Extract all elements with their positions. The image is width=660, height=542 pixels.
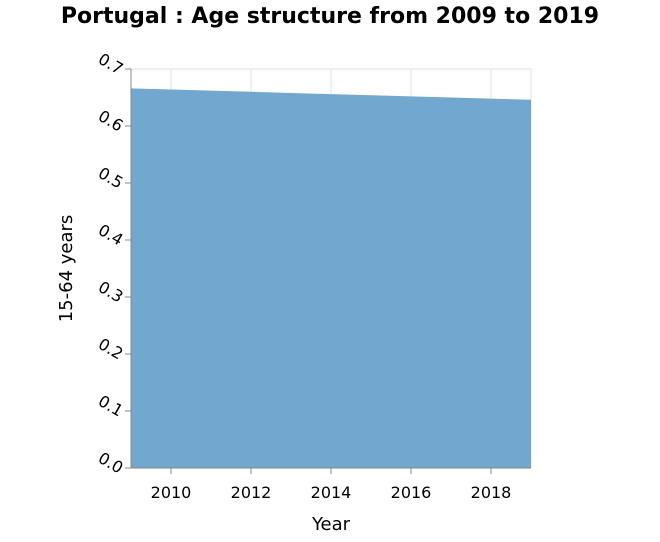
y-tick-label: 0.0	[95, 448, 127, 477]
y-tick-label: 0.4	[95, 220, 127, 249]
x-tick-label: 2012	[231, 483, 272, 502]
chart-title: Portugal : Age structure from 2009 to 20…	[60, 4, 600, 29]
y-axis-label: 15-64 years	[56, 215, 77, 323]
x-tick-label: 2014	[311, 483, 352, 502]
y-tick-label: 0.3	[95, 277, 127, 306]
y-tick-label: 0.7	[95, 49, 127, 78]
x-tick-label: 2010	[151, 483, 192, 502]
x-tick-label: 2016	[391, 483, 432, 502]
x-tick-label: 2018	[471, 483, 512, 502]
area-series	[131, 88, 531, 468]
y-tick-label: 0.1	[95, 391, 127, 420]
axes	[125, 68, 531, 474]
y-tick-label: 0.6	[95, 106, 127, 135]
y-tick-label: 0.2	[95, 334, 127, 363]
y-tick-label: 0.5	[95, 163, 127, 192]
x-axis-label: Year	[311, 514, 351, 535]
